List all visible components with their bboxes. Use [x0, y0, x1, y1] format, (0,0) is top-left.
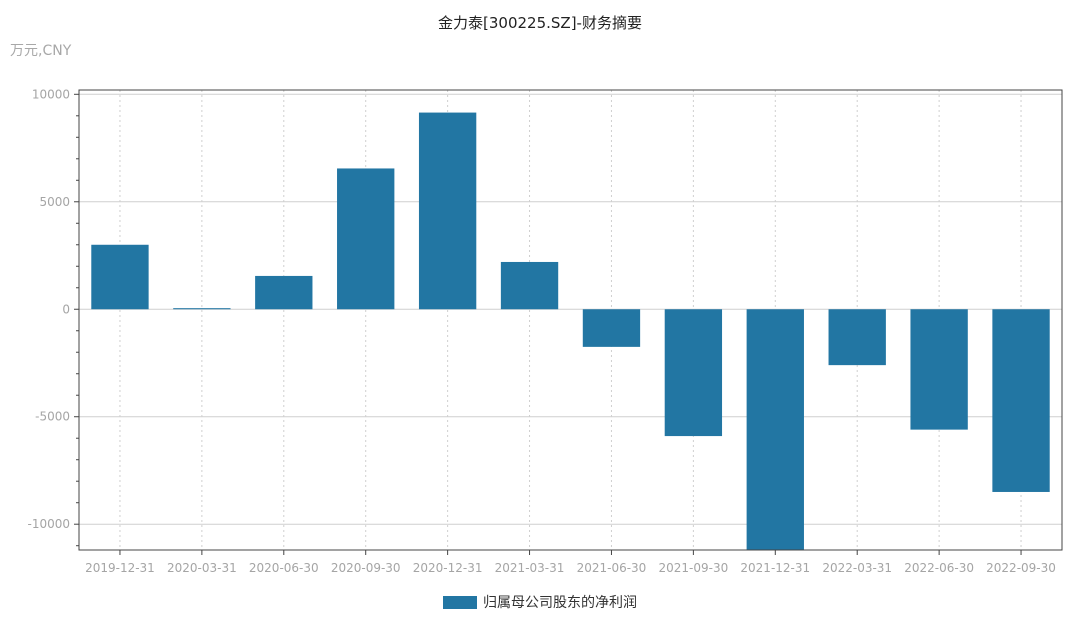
x-tick-label: 2020-12-31: [413, 561, 483, 575]
legend-swatch: [443, 595, 477, 609]
y-tick-label: 0: [62, 302, 70, 316]
y-tick-label: -10000: [27, 517, 70, 531]
x-tick-label: 2022-03-31: [822, 561, 892, 575]
bar[interactable]: [337, 168, 395, 310]
bars: [91, 112, 1050, 550]
bar[interactable]: [418, 112, 477, 310]
x-tick-label: 2020-06-30: [249, 561, 319, 575]
chart-title: 金力泰[300225.SZ]-财务摘要: [438, 14, 642, 32]
y-axis-ticks: 10000 5000 0 -5000 -10000: [27, 87, 79, 547]
x-tick-label: 2019-12-31: [85, 561, 155, 575]
x-tick-label: 2022-09-30: [986, 561, 1056, 575]
y-tick-label: -5000: [35, 410, 70, 424]
x-tick-label: 2021-06-30: [577, 561, 647, 575]
legend[interactable]: 归属母公司股东的净利润: [0, 592, 1080, 612]
bar[interactable]: [828, 309, 886, 366]
x-tick-label: 2020-09-30: [331, 561, 401, 575]
bar[interactable]: [992, 309, 1050, 492]
bar[interactable]: [910, 309, 968, 430]
legend-label: 归属母公司股东的净利润: [483, 595, 637, 611]
y-tick-label: 10000: [32, 87, 70, 101]
bar[interactable]: [173, 308, 231, 310]
bar[interactable]: [746, 309, 804, 550]
x-tick-label: 2021-09-30: [659, 561, 729, 575]
bar[interactable]: [500, 261, 559, 310]
x-tick-label: 2021-03-31: [495, 561, 565, 575]
x-tick-label: 2022-06-30: [904, 561, 974, 575]
x-tick-label: 2021-12-31: [740, 561, 810, 575]
x-tick-label: 2020-03-31: [167, 561, 237, 575]
bar[interactable]: [91, 244, 149, 310]
bar[interactable]: [664, 309, 723, 437]
unit-label: 万元,CNY: [10, 43, 72, 59]
x-axis-ticks: 2019-12-31 2020-03-31 2020-06-30 2020-09-30…: [85, 550, 1056, 575]
bar[interactable]: [582, 309, 641, 347]
bar[interactable]: [255, 275, 313, 310]
y-tick-label: 5000: [39, 195, 70, 209]
plot-frame: [78, 89, 1063, 551]
